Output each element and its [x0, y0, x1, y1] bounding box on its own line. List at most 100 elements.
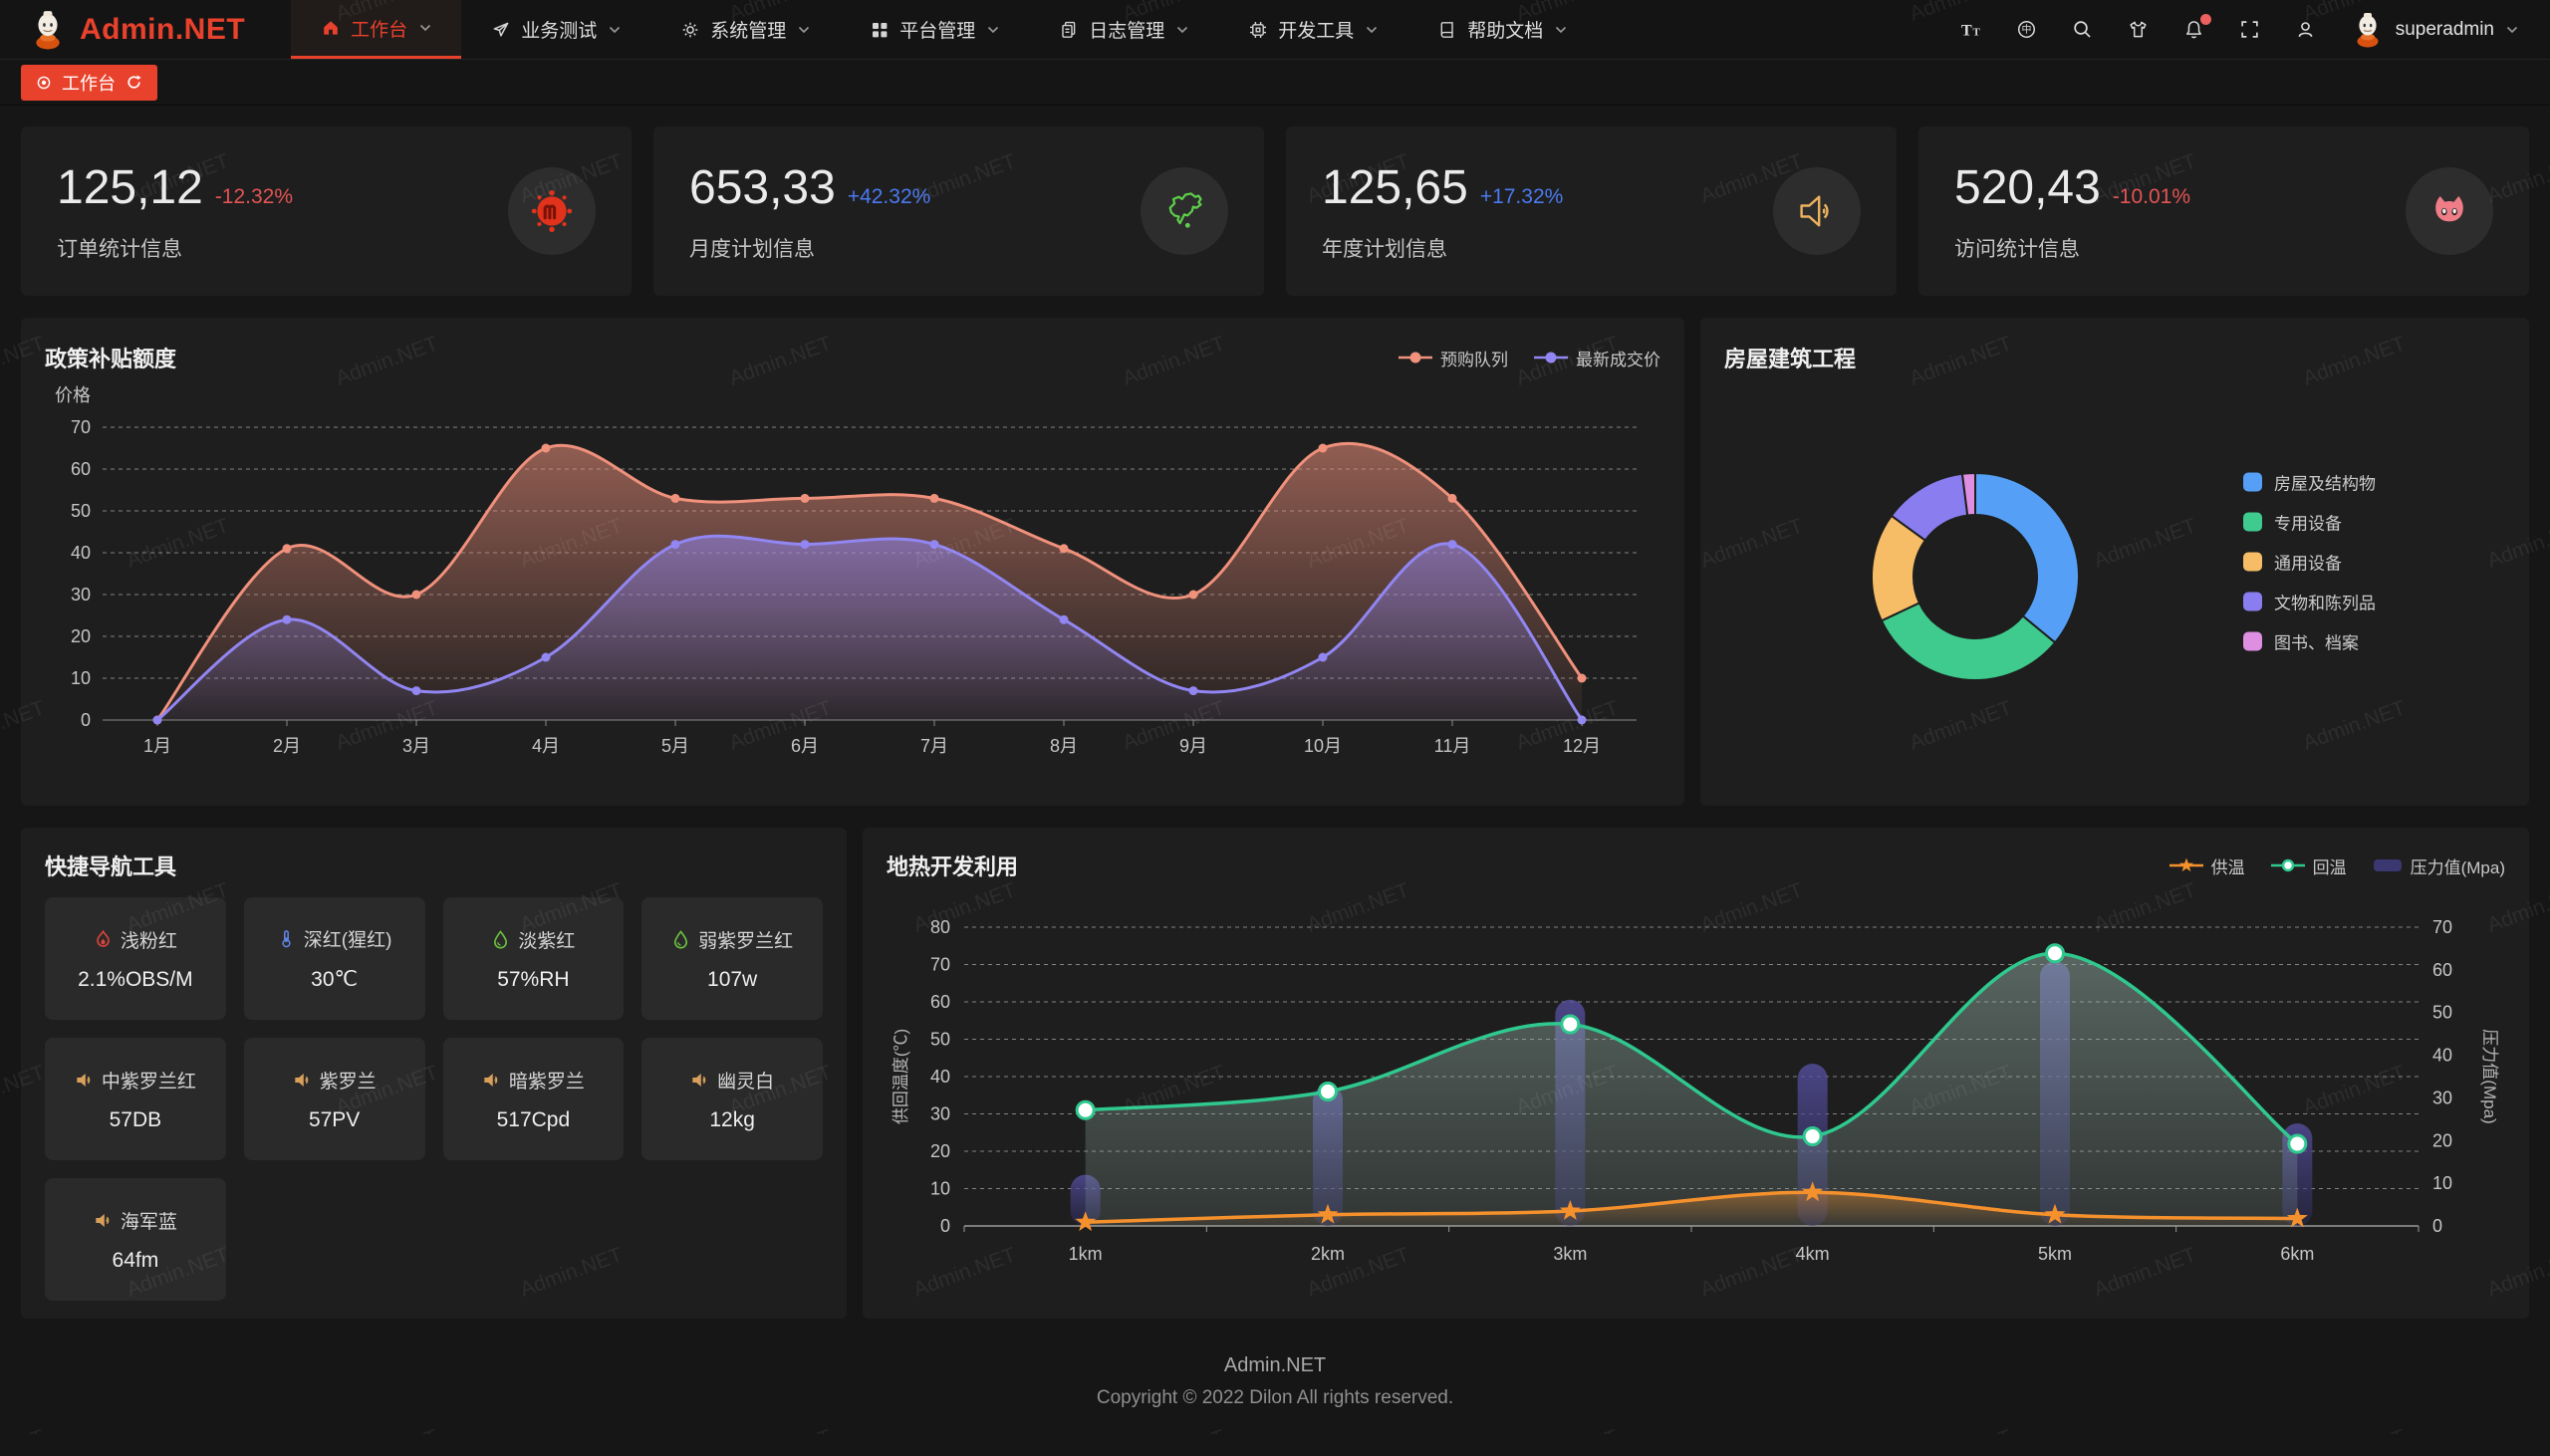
svg-text:0: 0: [2432, 1216, 2442, 1236]
bell-icon[interactable]: [2182, 13, 2211, 42]
avatar: [2350, 12, 2386, 48]
menu-item-1[interactable]: 业务测试: [461, 0, 650, 59]
quick-nav-item-3[interactable]: 弱紫罗兰红 107w: [641, 897, 823, 1020]
panel-quick-nav: 快捷导航工具 浅粉红 2.1%OBS/M 深红(猩红) 30℃ 淡紫红 57%RH 弱紫罗兰…: [21, 828, 847, 1319]
legend-item-压力值(Mpa)[interactable]: 压力值(Mpa): [2373, 853, 2505, 878]
speaker-icon: [482, 1071, 501, 1090]
theme-shirt-icon[interactable]: [2127, 18, 2151, 42]
user-menu[interactable]: superadmin: [2350, 12, 2518, 48]
donut-legend-item-3[interactable]: 文物和陈列品: [2243, 590, 2376, 614]
donut-legend-item-0[interactable]: 房屋及结构物: [2243, 470, 2376, 495]
quick-nav-item-8[interactable]: 海军蓝 64fm: [45, 1178, 226, 1301]
refresh-icon[interactable]: [126, 74, 142, 91]
menu-item-label: 开发工具: [1278, 21, 1355, 42]
chevron-down-icon: [419, 24, 431, 32]
svg-text:50: 50: [2432, 1003, 2452, 1023]
legend-swatch: [2243, 472, 2262, 492]
legend-label: 文物和陈列品: [2274, 594, 2376, 613]
subsidy-area-chart: 0 10 20 30 40 50 60 70 价格 1月 2月 3月 4月 5月 6月 7月 8月 9月 10月 11…: [55, 385, 1637, 756]
quick-nav-item-7[interactable]: 幽灵白 12kg: [641, 1038, 823, 1160]
logo-text: Admin.NET: [80, 12, 246, 46]
legend-marker-icon: [1399, 351, 1432, 364]
chevron-down-icon: [798, 26, 810, 34]
legend-item-最新成交价[interactable]: 最新成交价: [1534, 346, 1660, 370]
grid-icon: [870, 20, 890, 40]
quick-nav-item-5[interactable]: 紫罗兰 57PV: [243, 1038, 425, 1160]
svg-text:1月: 1月: [143, 736, 171, 756]
legend-item-供温[interactable]: 供温: [2168, 853, 2245, 878]
svg-text:T: T: [1972, 26, 1980, 38]
quick-nav-value: 57PV: [308, 1107, 361, 1131]
person-icon[interactable]: [2294, 18, 2318, 42]
quick-nav-item-4[interactable]: 中紫罗兰红 57DB: [45, 1038, 226, 1160]
legend-label: 压力值(Mpa): [2410, 857, 2505, 877]
svg-text:5月: 5月: [661, 736, 689, 756]
menu-item-label: 业务测试: [521, 21, 598, 42]
quick-nav-name: 淡紫红: [518, 930, 576, 952]
menu-item-3[interactable]: 平台管理: [840, 0, 1029, 59]
legend-item-回温[interactable]: 回温: [2270, 853, 2347, 878]
svg-text:1km: 1km: [1069, 1244, 1103, 1264]
main-menu: 工作台 业务测试 系统管理 平台管理 日志管理 开发工具 帮助文档: [291, 0, 1597, 59]
charts-row: 政策补贴额度 预购队列 最新成交价 0 10 20 30 40 50 60 70 价格 1月 2月 3月…: [21, 318, 2529, 806]
stat-label: 访问统计信息: [1954, 237, 2080, 261]
stat-delta: -12.32%: [214, 184, 294, 208]
svg-text:10: 10: [930, 1179, 950, 1199]
legend-swatch: [2243, 631, 2262, 651]
language-icon[interactable]: 中: [2015, 18, 2039, 42]
menu-item-2[interactable]: 系统管理: [650, 0, 840, 59]
menu-item-4[interactable]: 日志管理: [1029, 0, 1218, 59]
svg-text:70: 70: [2432, 917, 2452, 937]
send-icon: [491, 20, 511, 40]
stat-label: 月度计划信息: [689, 237, 815, 261]
menu-item-label: 日志管理: [1089, 21, 1165, 42]
quick-nav-item-2[interactable]: 淡紫红 57%RH: [442, 897, 625, 1020]
panel-geothermal-chart: 地热开发利用 供温 回温 压力值(Mpa) 0 10 20 30 40 50 60 70 80 0 10…: [863, 828, 2529, 1319]
donut-legend-item-4[interactable]: 图书、档案: [2243, 629, 2376, 654]
svg-text:2月: 2月: [273, 736, 301, 756]
chevron-down-icon: [1366, 26, 1378, 34]
quick-nav-value: 57DB: [109, 1107, 162, 1131]
tab-bar: 工作台: [0, 60, 2550, 106]
menu-item-5[interactable]: 开发工具: [1218, 0, 1407, 59]
donut-legend: 房屋及结构物 专用设备通用设备文物和陈列品图书、档案: [2243, 470, 2376, 654]
tab-workbench[interactable]: 工作台: [21, 64, 157, 101]
speaker-icon: [293, 1071, 312, 1090]
stat-value: 653,33: [689, 160, 836, 214]
donut-legend-item-1[interactable]: 专用设备: [2243, 510, 2376, 535]
panel-title-subsidy: 政策补贴额度: [45, 347, 177, 371]
menu-item-0[interactable]: 工作台: [291, 0, 462, 59]
dashboard-content: 125,12 -12.32% 订单统计信息 653,33 +42.32% 月度计划信息 12…: [0, 106, 2550, 1456]
svg-text:70: 70: [930, 955, 950, 975]
subsidy-legend: 预购队列 最新成交价: [1399, 346, 1660, 370]
speaker-icon: [690, 1071, 709, 1090]
drop-icon: [491, 929, 510, 949]
svg-text:T: T: [1961, 22, 1972, 39]
quick-nav-value: 57%RH: [497, 967, 570, 991]
home-icon: [321, 18, 341, 38]
svg-text:60: 60: [930, 992, 950, 1012]
donut-legend-item-2[interactable]: 通用设备: [2243, 550, 2376, 575]
tab-dot-icon: [36, 75, 52, 91]
china-map-icon: [1141, 167, 1228, 255]
quick-nav-name: 浅粉红: [120, 930, 177, 952]
app-logo[interactable]: Admin.NET: [0, 0, 291, 59]
svg-text:10: 10: [2432, 1173, 2452, 1193]
menu-item-6[interactable]: 帮助文档: [1407, 0, 1597, 59]
search-icon[interactable]: [2071, 18, 2095, 42]
legend-item-预购队列[interactable]: 预购队列: [1399, 346, 1508, 370]
stat-value: 125,65: [1322, 160, 1468, 214]
thermometer-icon: [277, 929, 296, 948]
quick-nav-item-6[interactable]: 暗紫罗兰 517Cpd: [442, 1038, 625, 1160]
svg-text:20: 20: [930, 1141, 950, 1161]
menu-item-label: 平台管理: [899, 21, 976, 42]
svg-text:7月: 7月: [920, 736, 948, 756]
quick-nav-item-1[interactable]: 深红(猩红) 30℃: [243, 897, 425, 1020]
svg-text:80: 80: [930, 917, 950, 937]
quick-nav-item-0[interactable]: 浅粉红 2.1%OBS/M: [45, 897, 226, 1020]
quick-nav-name: 海军蓝: [120, 1211, 177, 1233]
fullscreen-icon[interactable]: [2238, 18, 2262, 42]
chevron-down-icon: [609, 26, 621, 34]
svg-text:5km: 5km: [2038, 1244, 2072, 1264]
